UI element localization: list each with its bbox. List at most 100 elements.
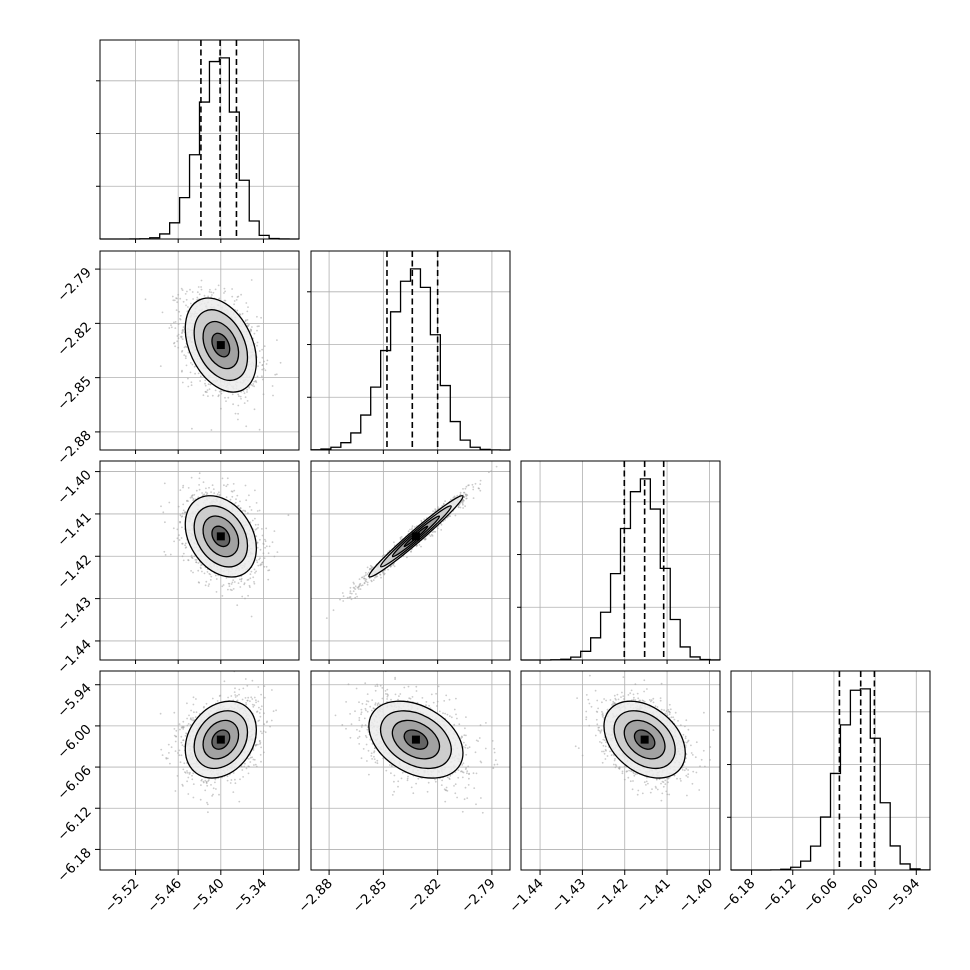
histogram-2 <box>520 478 721 661</box>
sample-point <box>177 346 180 349</box>
sample-point <box>264 538 266 541</box>
sample-point <box>218 297 221 300</box>
sample-point <box>204 384 207 387</box>
sample-point <box>195 489 198 492</box>
sample-point <box>191 496 194 499</box>
sample-point <box>392 564 395 566</box>
sample-point <box>472 488 475 491</box>
sample-point <box>144 298 147 301</box>
sample-point <box>257 564 260 567</box>
sample-point <box>457 505 460 508</box>
sample-point <box>186 290 188 293</box>
sample-point <box>230 583 233 585</box>
sample-point <box>453 496 456 499</box>
sample-point <box>244 678 247 680</box>
sample-point <box>203 493 206 496</box>
sample-point <box>241 312 244 315</box>
sample-point <box>364 578 366 580</box>
sample-point <box>495 465 498 468</box>
sample-point <box>266 359 269 362</box>
sample-point <box>185 346 188 348</box>
sample-point <box>190 381 193 384</box>
sample-point <box>161 754 164 756</box>
sample-point <box>179 728 181 731</box>
sample-point <box>202 394 205 397</box>
contour-1 <box>202 515 240 558</box>
sample-point <box>229 498 232 501</box>
sample-point <box>182 486 184 489</box>
sample-point <box>200 288 203 291</box>
hist-panel-1 <box>307 250 511 451</box>
sample-point <box>176 335 179 337</box>
sample-point <box>263 565 266 568</box>
sample-point <box>217 284 220 287</box>
sample-point <box>248 323 250 326</box>
sample-point <box>474 482 477 485</box>
sample-point <box>192 571 194 574</box>
sample-point <box>176 528 179 531</box>
sample-point <box>211 294 213 296</box>
sample-point <box>381 571 384 573</box>
sample-point <box>174 345 177 348</box>
sample-point <box>260 316 262 319</box>
sample-point <box>260 563 263 566</box>
sample-point <box>179 521 182 524</box>
panel-frame-1-0 <box>99 250 300 451</box>
sample-point <box>234 412 237 415</box>
sample-point <box>227 582 230 585</box>
sample-point <box>259 743 261 745</box>
sample-point <box>356 586 359 589</box>
sample-point <box>364 571 367 574</box>
sample-point <box>251 519 254 522</box>
sample-point <box>163 550 166 553</box>
sample-point <box>261 375 263 378</box>
sample-point <box>259 708 262 711</box>
sample-point <box>181 338 184 340</box>
sample-point <box>440 523 443 526</box>
sample-point <box>185 298 188 301</box>
sample-point <box>247 306 249 308</box>
sample-point <box>262 730 265 733</box>
sample-point <box>161 311 164 314</box>
sample-point <box>360 576 363 579</box>
sample-point <box>253 385 256 388</box>
sample-point <box>479 489 482 492</box>
sample-point <box>189 371 192 374</box>
sample-point <box>238 395 240 398</box>
sample-point <box>256 344 258 347</box>
sample-point <box>253 332 256 335</box>
sample-point <box>263 360 265 363</box>
sample-point <box>173 540 176 543</box>
sample-point <box>187 377 189 380</box>
sample-point <box>212 793 214 796</box>
contour-2 <box>193 505 249 568</box>
sample-point <box>177 337 180 340</box>
sample-point <box>228 585 231 587</box>
sample-point <box>379 574 382 576</box>
sample-point <box>272 394 274 397</box>
sample-point <box>359 582 362 585</box>
sample-point <box>393 565 396 568</box>
sample-point <box>184 735 187 737</box>
sample-point <box>276 339 278 341</box>
sample-point <box>235 299 238 301</box>
sample-point <box>287 514 290 517</box>
sample-point <box>279 361 282 364</box>
sample-point <box>459 491 462 494</box>
sample-point <box>273 530 276 532</box>
sample-point <box>173 342 175 345</box>
sample-point <box>176 340 179 343</box>
sample-point <box>258 509 261 512</box>
sample-point <box>342 595 345 598</box>
sample-point <box>262 393 265 396</box>
sample-point <box>220 392 223 395</box>
sample-point <box>205 781 208 783</box>
sample-point <box>220 407 222 410</box>
sample-point <box>258 325 260 328</box>
sample-point <box>359 588 362 590</box>
sample-point <box>200 784 202 786</box>
sample-point <box>352 581 355 584</box>
sample-point <box>261 348 263 351</box>
sample-point <box>354 588 357 590</box>
sample-point <box>479 483 482 485</box>
